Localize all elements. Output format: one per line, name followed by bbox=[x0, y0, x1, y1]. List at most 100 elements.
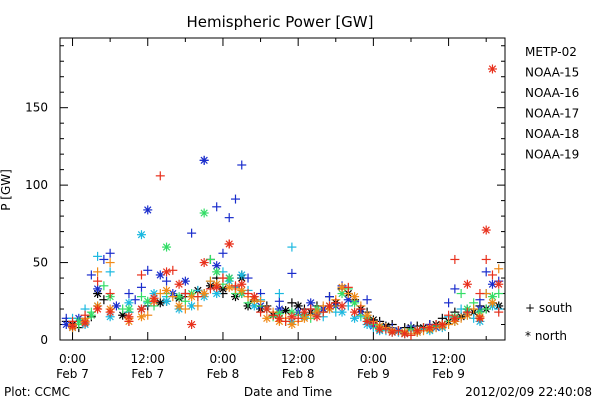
data-point-south bbox=[180, 296, 190, 306]
data-point-south bbox=[274, 289, 284, 299]
y-axis: 0 50 100 150 bbox=[25, 45, 505, 347]
data-point-north bbox=[425, 323, 435, 333]
data-point-north bbox=[299, 307, 309, 317]
data-point-south bbox=[237, 160, 247, 170]
data-point-south bbox=[93, 276, 103, 286]
data-point-south bbox=[86, 270, 96, 280]
data-point-north bbox=[199, 208, 209, 218]
data-point-south bbox=[287, 242, 297, 252]
data-point-south bbox=[256, 296, 266, 306]
data-point-south bbox=[287, 268, 297, 278]
data-point-north bbox=[174, 279, 184, 289]
x-tick-date-label: Feb 8 bbox=[207, 367, 240, 381]
data-point-north bbox=[224, 239, 234, 249]
data-point-north bbox=[481, 225, 491, 235]
marker-legend-entry: + south bbox=[525, 301, 572, 315]
legend-entry: NOAA-17 bbox=[525, 107, 579, 121]
data-point-north bbox=[237, 270, 247, 280]
data-point-north bbox=[262, 313, 272, 323]
data-point-north bbox=[487, 298, 497, 308]
data-point-north bbox=[262, 304, 272, 314]
data-point-north bbox=[105, 307, 115, 317]
data-point-north bbox=[287, 312, 297, 322]
y-axis-label: P [GW] bbox=[0, 169, 13, 211]
data-point-south bbox=[105, 267, 115, 277]
data-point-north bbox=[350, 292, 360, 302]
data-point-south bbox=[224, 213, 234, 223]
data-point-north bbox=[475, 313, 485, 323]
data-point-north bbox=[362, 316, 372, 326]
x-axis-label: Date and Time bbox=[244, 385, 332, 399]
plot-source: Plot: CCMC bbox=[4, 385, 70, 399]
y-tick-label: 50 bbox=[33, 256, 48, 270]
data-point-south bbox=[93, 251, 103, 261]
data-point-south bbox=[475, 289, 485, 299]
data-point-north bbox=[224, 282, 234, 292]
data-point-south bbox=[494, 307, 504, 317]
data-point-south bbox=[105, 289, 115, 299]
data-point-north bbox=[136, 304, 146, 314]
data-point-north bbox=[136, 230, 146, 240]
data-point-north bbox=[111, 301, 121, 311]
x-tick-date-label: Feb 9 bbox=[357, 367, 390, 381]
data-point-north bbox=[487, 292, 497, 302]
data-point-south bbox=[343, 282, 353, 292]
data-point-north bbox=[162, 285, 172, 295]
data-point-south bbox=[481, 267, 491, 277]
x-tick-time-label: 0:00 bbox=[209, 352, 236, 366]
data-points bbox=[61, 64, 504, 340]
data-point-north bbox=[93, 304, 103, 314]
data-point-north bbox=[249, 292, 259, 302]
data-point-south bbox=[274, 296, 284, 306]
data-point-north bbox=[162, 267, 172, 277]
x-tick-date-label: Feb 8 bbox=[282, 367, 315, 381]
data-point-south bbox=[180, 289, 190, 299]
data-point-south bbox=[80, 310, 90, 320]
data-point-north bbox=[218, 284, 228, 294]
data-point-north bbox=[124, 312, 134, 322]
data-point-north bbox=[437, 320, 447, 330]
data-point-north bbox=[143, 205, 153, 215]
data-point-south bbox=[162, 276, 172, 286]
data-point-north bbox=[149, 293, 159, 303]
chart-title: Hemispheric Power [GW] bbox=[187, 13, 374, 31]
x-tick-time-label: 0:00 bbox=[59, 352, 86, 366]
data-point-south bbox=[193, 301, 203, 311]
data-point-south bbox=[155, 171, 165, 181]
data-point-north bbox=[274, 313, 284, 323]
data-point-south bbox=[462, 307, 472, 317]
data-point-north bbox=[212, 282, 222, 292]
data-point-south bbox=[325, 292, 335, 302]
data-point-south bbox=[205, 284, 215, 294]
data-point-north bbox=[74, 316, 84, 326]
data-point-north bbox=[362, 310, 372, 320]
data-point-north bbox=[237, 285, 247, 295]
data-point-north bbox=[400, 329, 410, 339]
data-point-north bbox=[337, 301, 347, 311]
data-point-north bbox=[162, 242, 172, 252]
data-point-north bbox=[187, 320, 197, 330]
data-point-south bbox=[406, 330, 416, 340]
legend: METP-02 NOAA-15 NOAA-16 NOAA-17 NOAA-18 NOAA-… bbox=[525, 45, 579, 162]
data-point-south bbox=[99, 254, 109, 264]
legend-entry: NOAA-16 bbox=[525, 86, 579, 100]
data-point-south bbox=[218, 273, 228, 283]
data-point-north bbox=[199, 258, 209, 268]
data-point-south bbox=[218, 248, 228, 258]
data-point-south bbox=[318, 307, 328, 317]
data-point-north bbox=[350, 307, 360, 317]
data-point-south bbox=[469, 304, 479, 314]
data-point-north bbox=[237, 279, 247, 289]
y-tick-label: 100 bbox=[25, 178, 48, 192]
data-point-north bbox=[174, 292, 184, 302]
data-point-south bbox=[99, 281, 109, 291]
data-point-south bbox=[187, 228, 197, 238]
x-tick-time-label: 12:00 bbox=[130, 352, 165, 366]
data-point-south bbox=[450, 284, 460, 294]
data-point-north bbox=[312, 312, 322, 322]
plot-frame bbox=[59, 37, 506, 341]
data-point-north bbox=[174, 301, 184, 311]
data-point-north bbox=[199, 155, 209, 165]
